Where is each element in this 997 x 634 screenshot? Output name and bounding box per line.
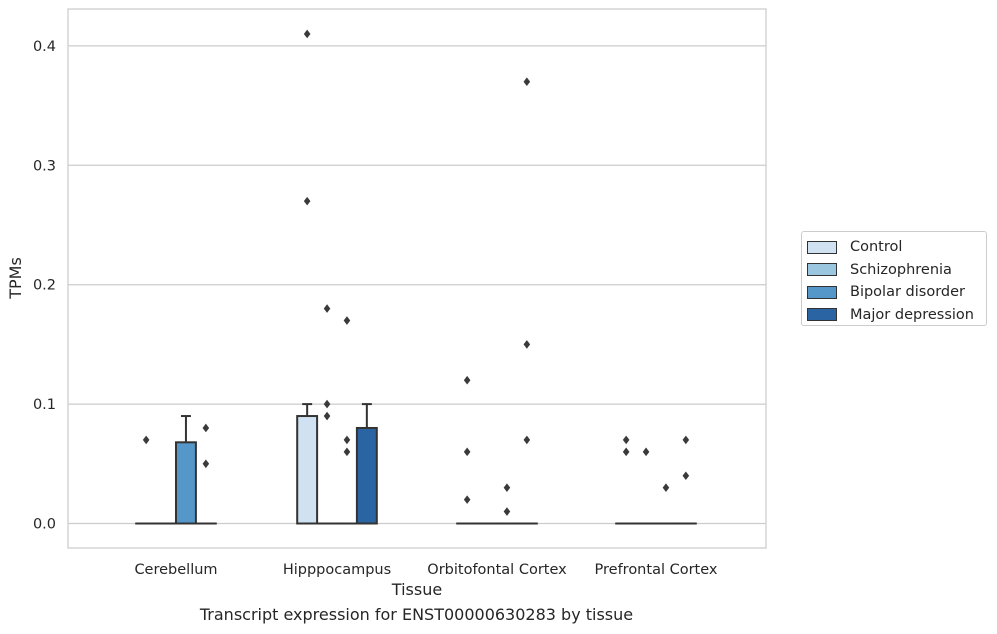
- y-tick-label: 0.2: [33, 278, 56, 294]
- boxes: [135, 403, 697, 525]
- outlier-point: [523, 435, 531, 445]
- outlier-point: [503, 483, 511, 492]
- outlier-point: [323, 411, 331, 421]
- outlier-point: [622, 435, 630, 445]
- legend-label: Control: [850, 239, 903, 256]
- legend-item: Control: [807, 236, 986, 259]
- x-tick-label: Hipppocampus: [283, 562, 391, 578]
- outlier-point: [323, 304, 331, 313]
- outlier-point: [142, 435, 150, 445]
- outlier-point: [343, 435, 351, 445]
- box-control: [296, 403, 319, 525]
- outlier-point: [682, 435, 690, 445]
- outlier-point: [323, 399, 331, 409]
- y-axis-label: TPMs: [6, 257, 25, 300]
- legend-swatch: [807, 285, 837, 299]
- outlier-point: [503, 507, 511, 516]
- x-tick-label: Cerebellum: [134, 562, 217, 578]
- box-bipolar-disorder: [175, 415, 197, 525]
- outlier-point: [343, 316, 351, 325]
- outlier-point: [622, 447, 630, 457]
- legend-label: Major depression: [850, 306, 974, 323]
- chart-caption: Transcript expression for ENST0000063028…: [199, 605, 634, 624]
- outlier-point: [463, 375, 471, 385]
- legend-swatch: [807, 263, 837, 277]
- outlier-point: [523, 77, 531, 87]
- outlier-points: [142, 29, 690, 516]
- legend-label: Schizophrenia: [850, 261, 952, 278]
- outlier-point: [343, 447, 351, 457]
- outlier-point: [303, 196, 311, 206]
- legend-label: Bipolar disorder: [850, 284, 965, 301]
- y-tick-label: 0.3: [33, 158, 56, 174]
- x-axis-label: Tissue: [391, 580, 442, 599]
- x-axis-ticks: Cerebellum Hipppocampus Orbitofontal Corte…: [134, 562, 717, 578]
- gridlines: [68, 45, 766, 525]
- outlier-point: [642, 447, 650, 457]
- legend-swatch: [807, 240, 837, 254]
- outlier-point: [303, 29, 311, 39]
- outlier-point: [202, 423, 210, 433]
- y-tick-label: 0.0: [33, 517, 56, 533]
- box-body: [296, 415, 319, 525]
- y-tick-label: 0.4: [33, 39, 56, 55]
- outlier-point: [682, 471, 690, 481]
- outlier-point: [463, 447, 471, 457]
- outlier-point: [463, 495, 471, 504]
- y-axis-ticks: 0.0 0.1 0.2 0.3 0.4: [33, 39, 56, 533]
- legend-swatch: [807, 308, 837, 322]
- box-body: [355, 426, 378, 525]
- y-tick-label: 0.1: [33, 397, 56, 413]
- box-body: [175, 441, 197, 525]
- outlier-point: [523, 340, 531, 349]
- outlier-point: [662, 483, 670, 492]
- legend: Control Schizophrenia Bipolar disorder Majo…: [801, 231, 987, 326]
- outlier-point: [202, 459, 210, 469]
- legend-item: Bipolar disorder: [807, 281, 986, 304]
- plot-frame: [67, 8, 767, 549]
- x-tick-label: Orbitofontal Cortex: [427, 562, 567, 578]
- x-tick-label: Prefrontal Cortex: [595, 562, 718, 578]
- legend-item: Schizophrenia: [807, 259, 986, 282]
- box-major-depression: [355, 403, 378, 525]
- legend-item: Major depression: [807, 304, 986, 327]
